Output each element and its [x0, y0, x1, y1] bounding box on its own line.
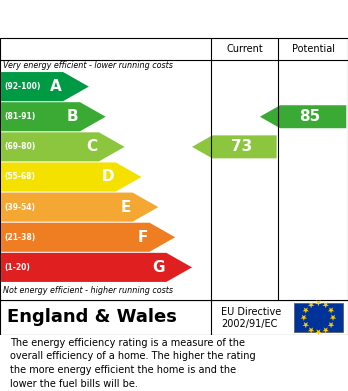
Polygon shape: [192, 135, 277, 158]
Polygon shape: [1, 102, 106, 131]
Text: Potential: Potential: [292, 44, 335, 54]
Text: Energy Efficiency Rating: Energy Efficiency Rating: [10, 10, 258, 28]
Polygon shape: [322, 327, 329, 334]
Polygon shape: [322, 302, 329, 308]
Text: (69-80): (69-80): [5, 142, 36, 151]
Text: F: F: [137, 230, 148, 245]
Text: D: D: [101, 169, 114, 185]
Text: Current: Current: [226, 44, 263, 54]
Text: (39-54): (39-54): [5, 203, 35, 212]
Polygon shape: [1, 162, 141, 192]
Text: A: A: [50, 79, 61, 94]
Polygon shape: [1, 193, 158, 222]
Text: (92-100): (92-100): [5, 82, 41, 91]
Polygon shape: [315, 300, 322, 307]
Polygon shape: [302, 307, 309, 314]
Text: 73: 73: [231, 139, 252, 154]
Text: 85: 85: [300, 109, 321, 124]
Text: Not energy efficient - higher running costs: Not energy efficient - higher running co…: [3, 286, 174, 295]
Polygon shape: [308, 327, 315, 334]
Text: (81-91): (81-91): [5, 112, 36, 121]
Bar: [294, 303, 343, 332]
Text: (55-68): (55-68): [5, 172, 35, 181]
Text: G: G: [152, 260, 165, 275]
Text: EU Directive: EU Directive: [221, 307, 281, 317]
Text: (21-38): (21-38): [5, 233, 36, 242]
Polygon shape: [308, 302, 315, 308]
Text: (1-20): (1-20): [5, 263, 30, 272]
Polygon shape: [315, 329, 322, 335]
Text: E: E: [120, 200, 131, 215]
Text: England & Wales: England & Wales: [7, 308, 177, 326]
Text: The energy efficiency rating is a measure of the
overall efficiency of a home. T: The energy efficiency rating is a measur…: [10, 338, 256, 389]
Polygon shape: [300, 315, 307, 321]
Text: C: C: [86, 139, 97, 154]
Polygon shape: [1, 223, 175, 252]
Polygon shape: [302, 322, 309, 328]
Polygon shape: [1, 72, 89, 101]
Polygon shape: [328, 307, 334, 314]
Polygon shape: [1, 253, 192, 282]
Text: B: B: [66, 109, 78, 124]
Polygon shape: [260, 105, 346, 128]
Text: Very energy efficient - lower running costs: Very energy efficient - lower running co…: [3, 61, 173, 70]
Polygon shape: [328, 322, 334, 328]
Polygon shape: [1, 132, 125, 161]
Text: 2002/91/EC: 2002/91/EC: [221, 319, 277, 330]
Polygon shape: [330, 315, 337, 321]
